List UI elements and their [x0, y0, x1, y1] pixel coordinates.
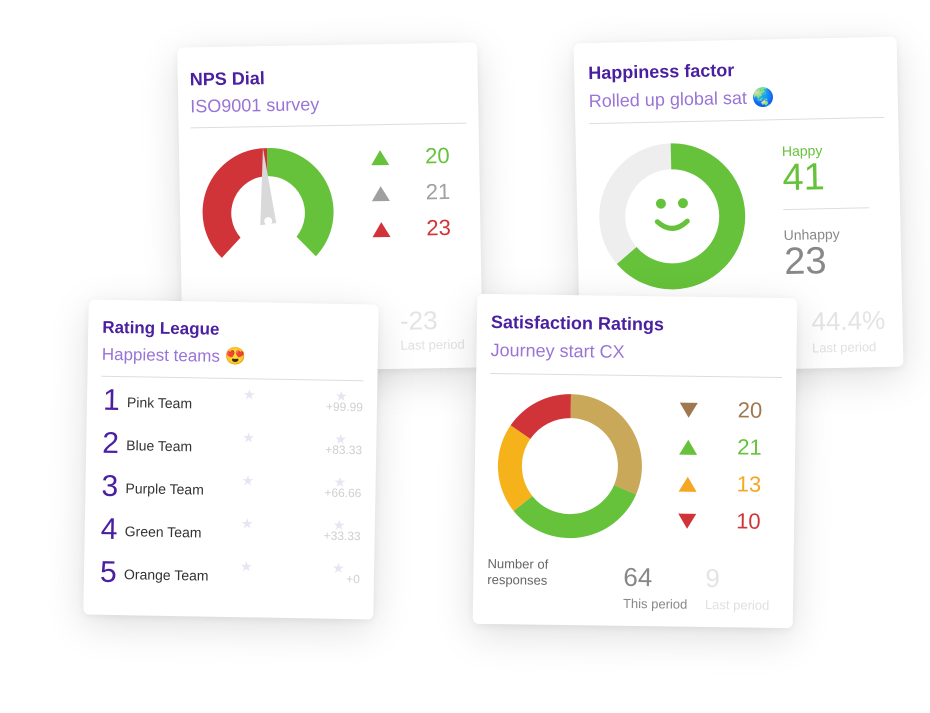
card-subtitle: Happiest teams 😍 — [101, 344, 246, 367]
dial-needle — [260, 148, 277, 226]
responses-label: Number of responses — [487, 555, 549, 588]
star-icon: ★ — [243, 386, 256, 403]
last-period-label: Last period — [811, 339, 877, 356]
dial-needle-pivot — [264, 217, 273, 226]
team-score: +99.99 — [325, 399, 364, 415]
star-icon: ★ — [240, 558, 253, 575]
rating-row: 13 — [678, 471, 762, 498]
card-title: Happiness factor — [587, 60, 735, 84]
smiley-eye — [655, 198, 666, 209]
trend-row: 23 — [372, 215, 451, 242]
rank-number: 5 — [99, 555, 117, 590]
dial-negative-segment — [202, 148, 268, 258]
last-period-label: Last period — [704, 596, 770, 613]
divider — [490, 372, 783, 379]
rating-value: 21 — [737, 434, 762, 460]
smiley-eye — [677, 198, 688, 209]
this-period-value: 64 — [623, 561, 653, 593]
rating-row: 10 — [678, 508, 761, 535]
donut-segment-2 — [497, 425, 533, 511]
team-score: +66.66 — [324, 485, 362, 501]
trend-row: 21 — [371, 178, 451, 206]
card-subtitle: Rolled up global sat 🌏 — [588, 87, 775, 112]
trend-up-icon — [679, 439, 698, 455]
star-icon: ★ — [241, 472, 255, 489]
rank-number: 4 — [100, 512, 118, 547]
satisfaction-ratings-card[interactable]: Satisfaction Ratings Journey start CX 20… — [472, 293, 798, 629]
card-subtitle: ISO9001 survey — [190, 94, 320, 117]
team-name: Pink Team — [126, 394, 193, 412]
happiness-donut — [599, 143, 746, 290]
rank-number: 3 — [101, 469, 119, 504]
team-score: +83.33 — [325, 442, 363, 458]
team-name: Orange Team — [123, 566, 209, 584]
team-score: +0 — [346, 572, 361, 587]
last-period-value: -23 — [399, 305, 438, 336]
divider — [783, 207, 870, 211]
rating-value: 20 — [737, 397, 763, 423]
star-icon: ★ — [331, 559, 345, 576]
trend-value: 23 — [426, 214, 452, 241]
divider — [190, 122, 467, 129]
trend-down-icon — [678, 513, 697, 529]
rating-value: 10 — [735, 508, 761, 534]
divider — [589, 116, 885, 125]
team-name: Purple Team — [125, 480, 204, 498]
trend-up-icon — [678, 476, 697, 492]
this-period-label: This period — [622, 595, 688, 612]
happy-value: 41 — [782, 156, 826, 200]
league-row[interactable]: 4 Green Team ★ ★ +33.33 — [100, 513, 361, 556]
satisfaction-donut — [497, 394, 642, 539]
nps-dial-card[interactable]: NPS Dial ISO9001 survey 20 21 23 -23 Las… — [177, 42, 483, 373]
rating-row: 20 — [679, 397, 763, 424]
trend-row: 20 — [370, 142, 450, 170]
rating-row: 21 — [679, 434, 762, 461]
league-row[interactable]: 5 Orange Team ★ ★ +0 — [100, 556, 361, 599]
donut-segment-1 — [513, 485, 637, 539]
happiness-factor-card[interactable]: Happiness factor Rolled up global sat 🌏 … — [573, 36, 904, 374]
unhappy-value: 23 — [783, 240, 827, 284]
league-row[interactable]: 2 Blue Team ★ ★ +83.33 — [102, 427, 363, 470]
rank-number: 2 — [101, 426, 120, 461]
donut-segment-3 — [510, 394, 571, 439]
trend-up-icon — [372, 221, 391, 237]
team-name: Blue Team — [126, 437, 193, 455]
last-period-label: Last period — [400, 336, 465, 353]
team-score: +33.33 — [323, 528, 361, 544]
trend-value: 21 — [425, 178, 451, 205]
nps-dial-gauge — [202, 148, 334, 258]
last-period-value: 44.4% — [811, 304, 886, 337]
donut-segment-0 — [570, 394, 642, 495]
card-title: NPS Dial — [189, 68, 265, 90]
trend-up-icon — [371, 185, 390, 201]
rank-number: 1 — [102, 383, 120, 418]
star-icon: ★ — [242, 429, 256, 446]
rating-value: 13 — [736, 471, 762, 497]
smiley-mouth — [654, 218, 690, 231]
divider — [101, 375, 364, 382]
star-icon: ★ — [240, 515, 254, 532]
league-row[interactable]: 3 Purple Team ★ ★ +66.66 — [101, 470, 362, 513]
dial-positive-segment — [266, 148, 334, 257]
card-title: Rating League — [102, 317, 220, 339]
card-title: Satisfaction Ratings — [490, 311, 665, 335]
team-name: Green Team — [124, 523, 202, 541]
trend-up-icon — [370, 149, 390, 165]
trend-value: 20 — [424, 142, 450, 169]
last-period-value: 9 — [705, 562, 721, 594]
league-row[interactable]: 1 Pink Team ★ ★ +99.99 — [103, 384, 364, 427]
card-subtitle: Journey start CX — [490, 339, 625, 362]
trend-down-icon — [679, 402, 698, 418]
happy-arc — [599, 143, 746, 290]
rating-league-card[interactable]: Rating League Happiest teams 😍 1 Pink Te… — [83, 299, 379, 620]
